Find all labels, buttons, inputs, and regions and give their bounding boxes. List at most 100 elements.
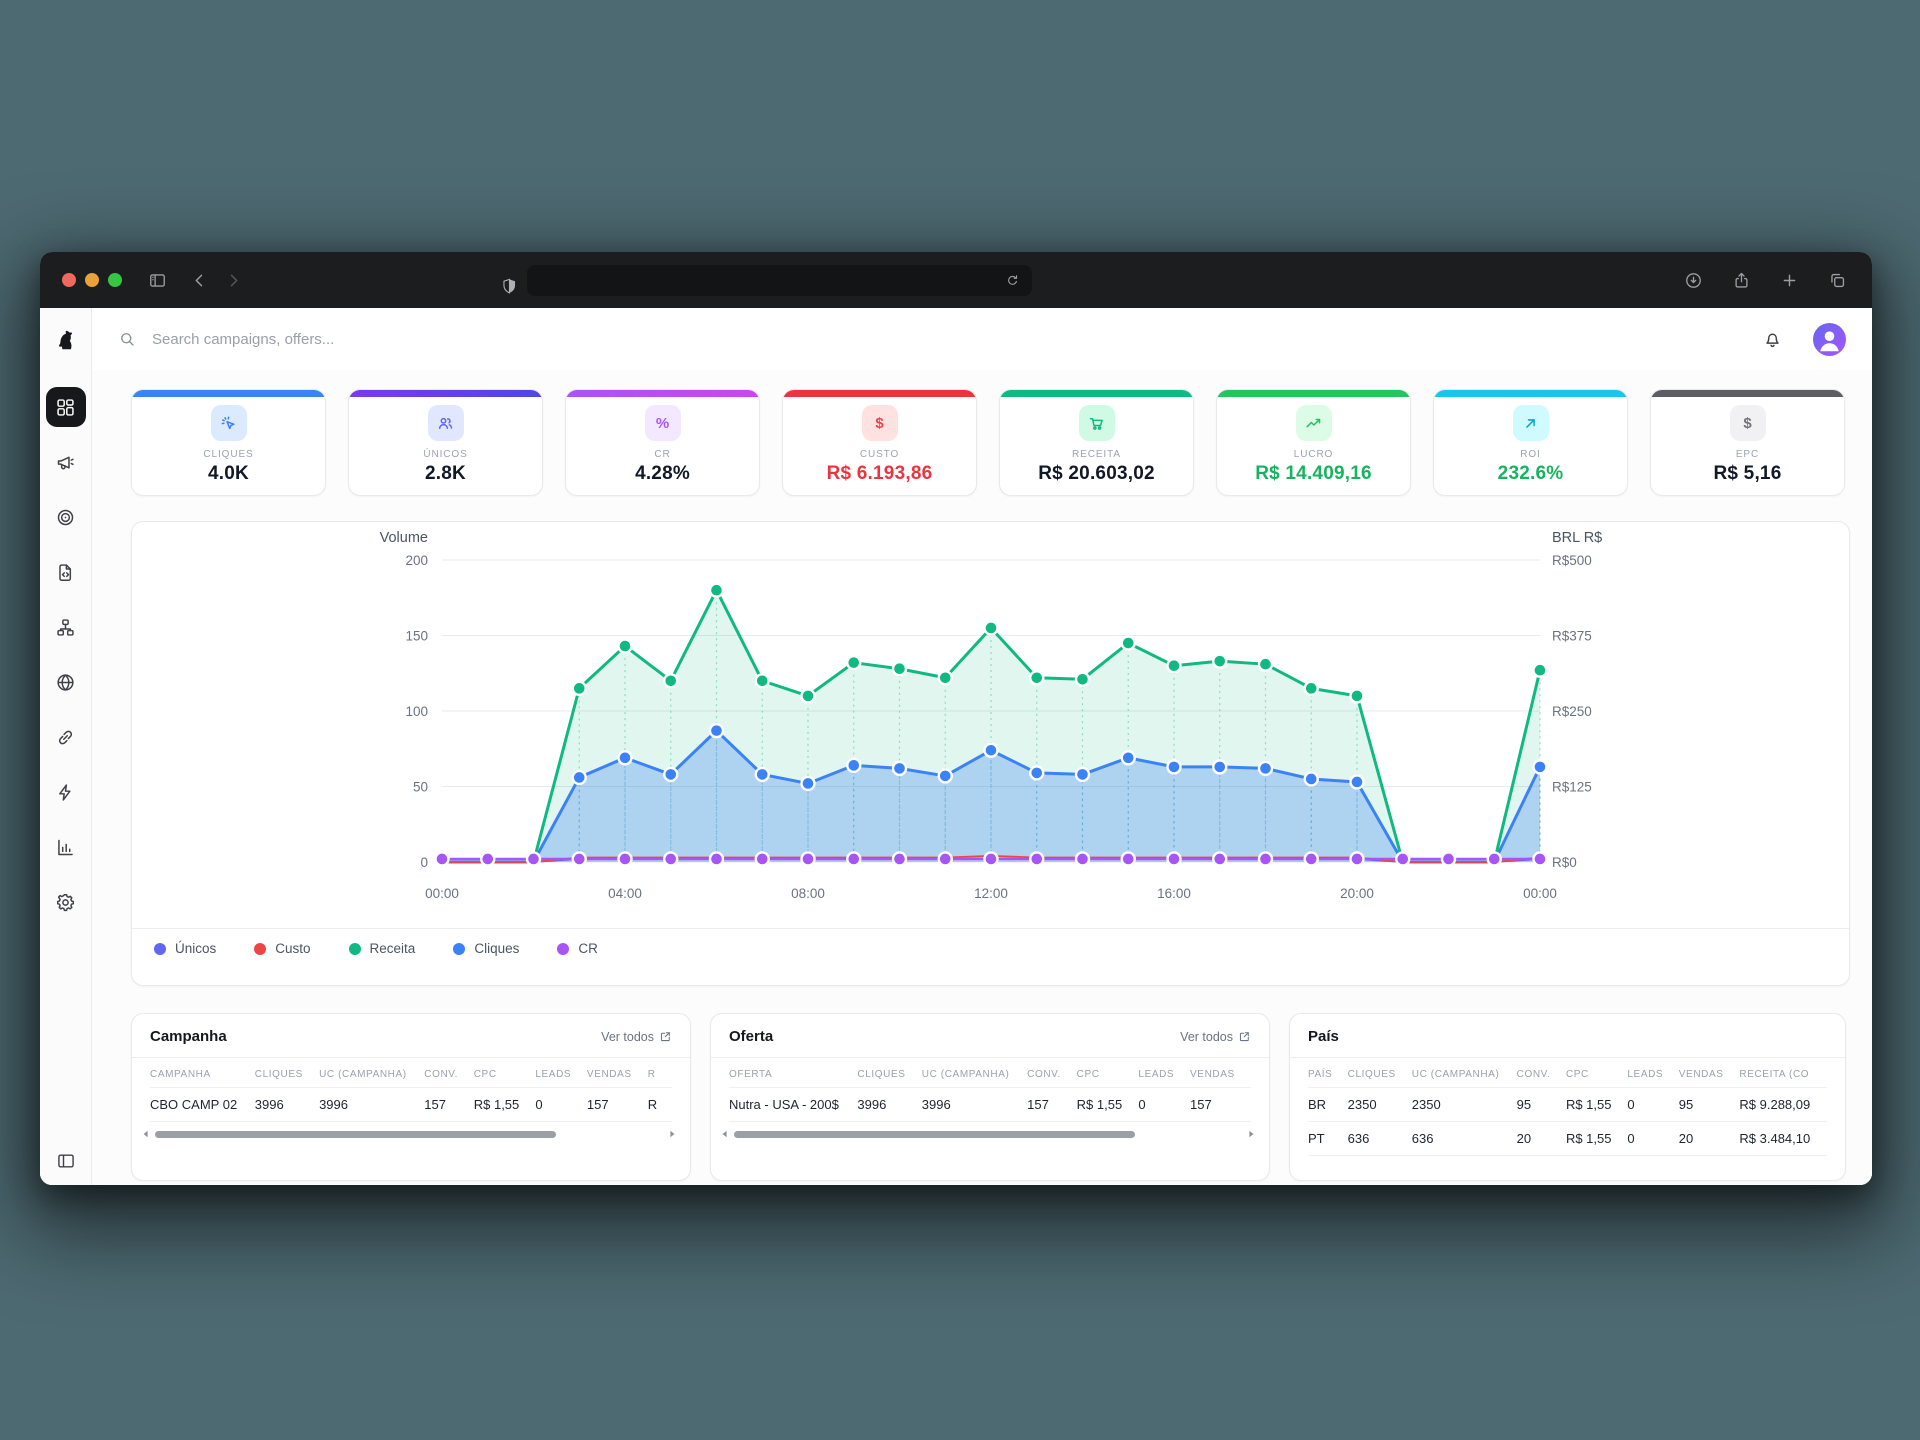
column-header: CLIQUES [254,1058,320,1088]
sidebar-item-domains[interactable] [46,662,86,702]
scroll-right-icon[interactable] [668,1130,676,1138]
table-cell: 2350 [1347,1087,1412,1122]
scrollbar-thumb[interactable] [155,1130,557,1138]
legend-item-cr[interactable]: CR [557,941,598,956]
view-all-link[interactable]: Ver todos [1180,1030,1251,1044]
table-row[interactable]: CBO CAMP 02 3996 3996 157 R$ 1,55 0 157 R [150,1087,672,1122]
sidebar-item-settings[interactable] [46,882,86,922]
user-avatar[interactable] [1813,322,1846,356]
legend-item-cliques[interactable]: Cliques [453,941,519,956]
back-icon[interactable] [182,263,216,297]
dog-logo[interactable] [40,308,91,370]
search-input[interactable]: Search campaigns, offers... [118,330,1755,348]
column-header: CLIQUES [857,1058,922,1088]
browser-toolbar-right [1676,263,1854,297]
browser-window: Search campaigns, offers... CLIQUES 4.0K… [40,252,1872,1185]
svg-text:R$250: R$250 [1552,704,1592,719]
privacy-shield-icon[interactable] [492,269,526,303]
reload-icon[interactable] [1000,269,1024,293]
legend-item-únicos[interactable]: Únicos [154,941,216,956]
table-cell: 157 [1027,1087,1077,1122]
kpi-value: 232.6% [1497,463,1564,484]
table-cell: 3996 [857,1087,922,1122]
share-icon[interactable] [1724,263,1758,297]
table-cell: 636 [1347,1121,1412,1156]
forward-icon[interactable] [216,263,250,297]
legend-dot [154,942,166,955]
sidebar-item-dashboard[interactable] [45,387,86,427]
column-header: CPC [473,1058,536,1088]
sidebar-item-automation[interactable] [46,772,86,812]
svg-text:R$0: R$0 [1552,855,1577,870]
sidebar-item-links[interactable] [46,717,86,757]
kpi-value: R$ 6.193,86 [826,463,933,484]
kpi-card-cr[interactable]: % CR 4.28% [565,389,760,496]
legend-label: Únicos [175,941,217,956]
kpi-card-lucro[interactable]: LUCRO R$ 14.409,16 [1216,389,1411,496]
svg-text:100: 100 [405,704,428,719]
table-row[interactable]: Nutra - USA - 200$ 3996 3996 157 R$ 1,55 0 157 [729,1087,1251,1122]
table-cell: 157 [1190,1087,1251,1122]
column-header: LEADS [535,1058,587,1088]
column-header: RECEITA (CO [1739,1058,1827,1088]
minimize-window-button[interactable] [85,273,99,287]
notifications-bell-icon[interactable] [1755,322,1789,356]
table-cell: 3996 [254,1087,320,1122]
legend-item-custo[interactable]: Custo [254,941,311,956]
megaphone-icon [55,452,76,473]
sidebar-item-landers[interactable] [46,552,86,592]
zoom-window-button[interactable] [108,273,122,287]
scrollbar-thumb[interactable] [734,1130,1136,1138]
kpi-accent-bar [783,390,976,397]
tab-overview-icon[interactable] [1820,263,1854,297]
table-cell: 95 [1516,1087,1566,1122]
table-cell: R$ 3.484,10 [1739,1121,1827,1156]
horizontal-scrollbar[interactable] [721,1129,1255,1139]
close-window-button[interactable] [62,273,76,287]
column-header: OFERTA [729,1058,858,1088]
sidebar-item-campaigns[interactable] [46,442,86,482]
arrow-up-right-icon [1512,405,1549,441]
new-tab-icon[interactable] [1772,263,1806,297]
legend-item-receita[interactable]: Receita [348,941,416,956]
scroll-left-icon[interactable] [721,1130,729,1138]
kpi-card-cliques[interactable]: CLIQUES 4.0K [131,389,326,496]
browser-sidebar-toggle-icon[interactable] [140,263,174,297]
traffic-chart[interactable]: Volume BRL R$ 0 R$0 50 R$125 100 R$250 150 R$375 2… [132,522,1849,922]
sidebar-item-offers[interactable] [46,497,86,537]
legend-label: Receita [369,941,416,956]
kpi-card-roi[interactable]: ROI 232.6% [1433,389,1628,496]
sidebar-collapse-icon[interactable] [40,1151,91,1171]
kpi-row: CLIQUES 4.0K ÚNICOS 2.8K % CR 4.28% $ CU… [131,389,1850,496]
grid-icon [55,397,76,418]
search-placeholder: Search campaigns, offers... [152,330,335,348]
horizontal-scrollbar[interactable] [142,1129,676,1139]
kpi-card-custo[interactable]: $ CUSTO R$ 6.193,86 [782,389,977,496]
table-row[interactable]: BR 2350 2350 95 R$ 1,55 0 95 R$ 9.288,09 [1308,1087,1827,1122]
table-row[interactable]: PT 636 636 20 R$ 1,55 0 20 R$ 3.484,10 [1308,1121,1827,1156]
kpi-card-epc[interactable]: $ EPC R$ 5,16 [1650,389,1845,496]
table-cell: 636 [1411,1121,1517,1156]
downloads-icon[interactable] [1676,263,1710,297]
table-cell: 0 [1138,1087,1191,1122]
kpi-card-receita[interactable]: RECEITA R$ 20.603,02 [999,389,1194,496]
scroll-right-icon[interactable] [1247,1130,1255,1138]
svg-text:08:00: 08:00 [791,886,825,901]
sidebar-item-flows[interactable] [46,607,86,647]
kpi-card-únicos[interactable]: ÚNICOS 2.8K [348,389,543,496]
svg-text:50: 50 [413,780,428,795]
table-cell: 3996 [319,1087,425,1122]
column-header: CAMPANHA [150,1058,255,1088]
column-header: VENDAS [586,1058,648,1088]
kpi-value: 4.28% [635,463,690,484]
address-bar[interactable] [527,265,1032,296]
kpi-label: RECEITA [1072,449,1121,460]
target-icon [55,507,76,528]
table-cell: R$ 1,55 [1565,1121,1628,1156]
sidebar-item-reports[interactable] [46,827,86,867]
kpi-accent-bar [349,390,542,397]
table-cell: 20 [1516,1121,1566,1156]
view-all-link[interactable]: Ver todos [601,1030,672,1044]
scroll-left-icon[interactable] [142,1130,150,1138]
data-table: PAÍS CLIQUES UC (CAMPANHA) CONV. CPC LEADS VEN… [1308,1058,1827,1156]
